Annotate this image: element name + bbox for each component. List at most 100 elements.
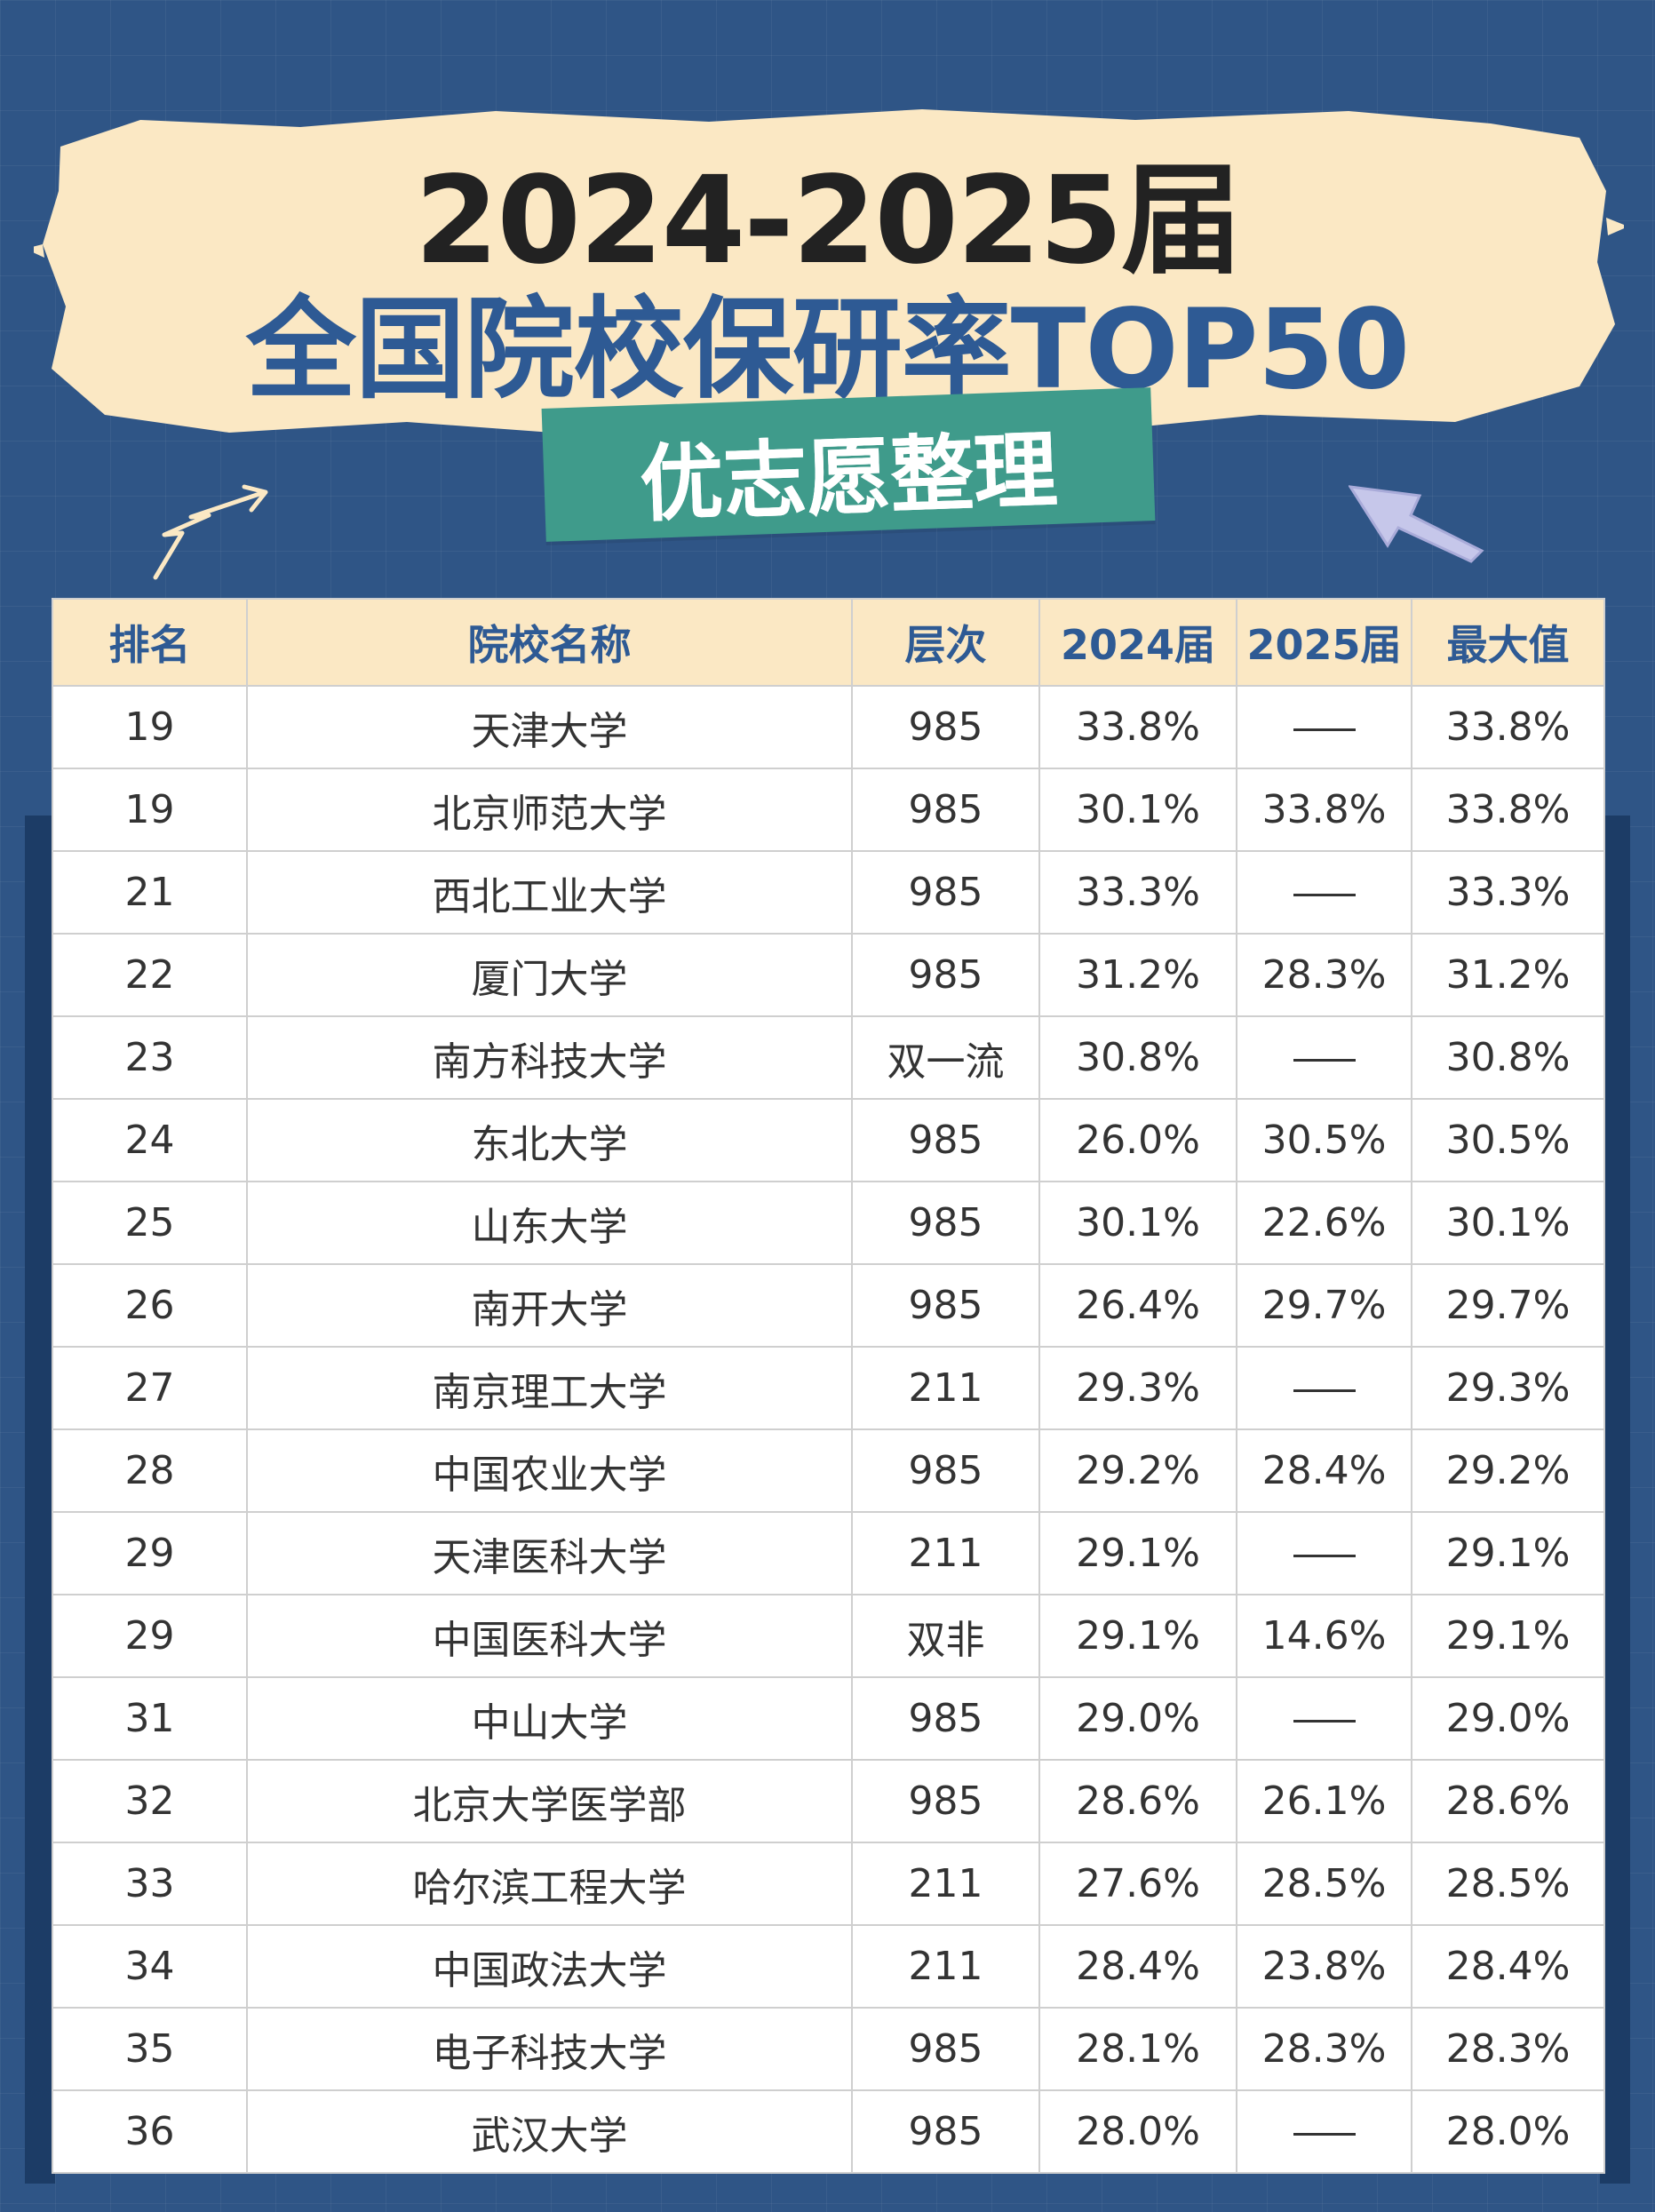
cell-school-name: 中国政法大学: [246, 1924, 853, 2009]
cell-school-name: 武汉大学: [246, 2089, 853, 2174]
cell-school-name: 西北工业大学: [246, 850, 853, 935]
header-2024: 2024届: [1038, 598, 1237, 687]
cell-level: 985: [851, 1428, 1040, 1513]
page-title-line1: 2024-2025届: [414, 151, 1242, 291]
cell-rank: 33: [52, 1842, 248, 1926]
cell-2024: 28.0%: [1038, 2089, 1237, 2174]
cell-2025: [1236, 685, 1412, 769]
cell-2025: 29.7%: [1236, 1263, 1412, 1348]
cell-max: 29.7%: [1411, 1263, 1605, 1348]
table-row: 29 中国医科大学 双非 29.1% 14.6% 29.1%: [52, 1594, 1605, 1678]
cell-level: 985: [851, 1181, 1040, 1265]
cell-rank: 31: [52, 1676, 248, 1761]
right-side-strip: [1600, 816, 1630, 2184]
cell-max: 29.3%: [1411, 1346, 1605, 1430]
cell-2025: [1236, 1015, 1412, 1100]
cell-2025: 22.6%: [1236, 1181, 1412, 1265]
cell-rank: 25: [52, 1181, 248, 1265]
cell-2025: [1236, 850, 1412, 935]
table-row: 34 中国政法大学 211 28.4% 23.8% 28.4%: [52, 1924, 1605, 2009]
table-header-row: 排名 院校名称 层次 2024届 2025届 最大值: [52, 598, 1605, 687]
cell-level: 985: [851, 1676, 1040, 1761]
cell-school-name: 天津医科大学: [246, 1511, 853, 1595]
cell-2024: 26.4%: [1038, 1263, 1237, 1348]
cell-rank: 36: [52, 2089, 248, 2174]
cell-max: 29.1%: [1411, 1594, 1605, 1678]
table-row: 27 南京理工大学 211 29.3% 29.3%: [52, 1346, 1605, 1430]
header-level: 层次: [851, 598, 1040, 687]
cell-2025: 28.4%: [1236, 1428, 1412, 1513]
cell-level: 985: [851, 1759, 1040, 1843]
table-row: 22 厦门大学 985 31.2% 28.3% 31.2%: [52, 933, 1605, 1017]
cell-rank: 24: [52, 1098, 248, 1182]
table-row: 26 南开大学 985 26.4% 29.7% 29.7%: [52, 1263, 1605, 1348]
cell-max: 28.6%: [1411, 1759, 1605, 1843]
cell-rank: 29: [52, 1511, 248, 1595]
table-row: 19 天津大学 985 33.8% 33.8%: [52, 685, 1605, 769]
cell-rank: 23: [52, 1015, 248, 1100]
cell-2024: 26.0%: [1038, 1098, 1237, 1182]
cell-max: 33.3%: [1411, 850, 1605, 935]
cell-max: 33.8%: [1411, 685, 1605, 769]
cell-2025: 26.1%: [1236, 1759, 1412, 1843]
cell-rank: 19: [52, 768, 248, 852]
table-row: 29 天津医科大学 211 29.1% 29.1%: [52, 1511, 1605, 1595]
cell-2025: [1236, 2089, 1412, 2174]
table-row: 19 北京师范大学 985 30.1% 33.8% 33.8%: [52, 768, 1605, 852]
cell-2025: 30.5%: [1236, 1098, 1412, 1182]
cell-2025: [1236, 1346, 1412, 1430]
cell-school-name: 中山大学: [246, 1676, 853, 1761]
cell-level: 211: [851, 1346, 1040, 1430]
header-rank: 排名: [52, 598, 248, 687]
table-row: 28 中国农业大学 985 29.2% 28.4% 29.2%: [52, 1428, 1605, 1513]
cell-max: 28.3%: [1411, 2007, 1605, 2091]
title-banner: [34, 109, 1624, 436]
table-row: 35 电子科技大学 985 28.1% 28.3% 28.3%: [52, 2007, 1605, 2091]
no-data-dash: [1293, 2132, 1356, 2136]
cell-rank: 21: [52, 850, 248, 935]
cell-max: 28.4%: [1411, 1924, 1605, 2009]
pointer-arrow-icon: [1349, 485, 1484, 563]
no-data-dash: [1293, 1554, 1356, 1557]
cell-2025: [1236, 1511, 1412, 1595]
cell-max: 29.1%: [1411, 1511, 1605, 1595]
header-2025: 2025届: [1236, 598, 1412, 687]
cell-level: 985: [851, 1098, 1040, 1182]
left-side-strip: [25, 816, 55, 2184]
cell-2025: 33.8%: [1236, 768, 1412, 852]
cell-level: 985: [851, 2089, 1040, 2174]
table-row: 33 哈尔滨工程大学 211 27.6% 28.5% 28.5%: [52, 1842, 1605, 1926]
table-row: 24 东北大学 985 26.0% 30.5% 30.5%: [52, 1098, 1605, 1182]
cell-max: 29.0%: [1411, 1676, 1605, 1761]
cell-2024: 27.6%: [1038, 1842, 1237, 1926]
cell-school-name: 北京师范大学: [246, 768, 853, 852]
no-data-dash: [1293, 893, 1356, 896]
cell-level: 985: [851, 685, 1040, 769]
page-title-line2: 全国院校保研率TOP50: [245, 286, 1410, 414]
no-data-dash: [1293, 1719, 1356, 1723]
table-row: 23 南方科技大学 双一流 30.8% 30.8%: [52, 1015, 1605, 1100]
cell-school-name: 天津大学: [246, 685, 853, 769]
cell-rank: 29: [52, 1594, 248, 1678]
table-row: 36 武汉大学 985 28.0% 28.0%: [52, 2089, 1605, 2174]
cell-school-name: 山东大学: [246, 1181, 853, 1265]
cell-school-name: 电子科技大学: [246, 2007, 853, 2091]
cell-level: 211: [851, 1511, 1040, 1595]
cell-2025: 28.5%: [1236, 1842, 1412, 1926]
squiggle-arrow-icon: [153, 484, 268, 580]
cell-school-name: 南方科技大学: [246, 1015, 853, 1100]
cell-2024: 30.1%: [1038, 768, 1237, 852]
cell-level: 211: [851, 1842, 1040, 1926]
no-data-dash: [1293, 1388, 1356, 1392]
cell-2025: 28.3%: [1236, 2007, 1412, 2091]
cell-level: 211: [851, 1924, 1040, 2009]
cell-max: 28.5%: [1411, 1842, 1605, 1926]
cell-2024: 29.3%: [1038, 1346, 1237, 1430]
cell-2024: 33.8%: [1038, 685, 1237, 769]
cell-school-name: 北京大学医学部: [246, 1759, 853, 1843]
table-row: 21 西北工业大学 985 33.3% 33.3%: [52, 850, 1605, 935]
cell-level: 985: [851, 2007, 1040, 2091]
table-row: 25 山东大学 985 30.1% 22.6% 30.1%: [52, 1181, 1605, 1265]
cell-rank: 27: [52, 1346, 248, 1430]
cell-level: 双非: [851, 1594, 1040, 1678]
